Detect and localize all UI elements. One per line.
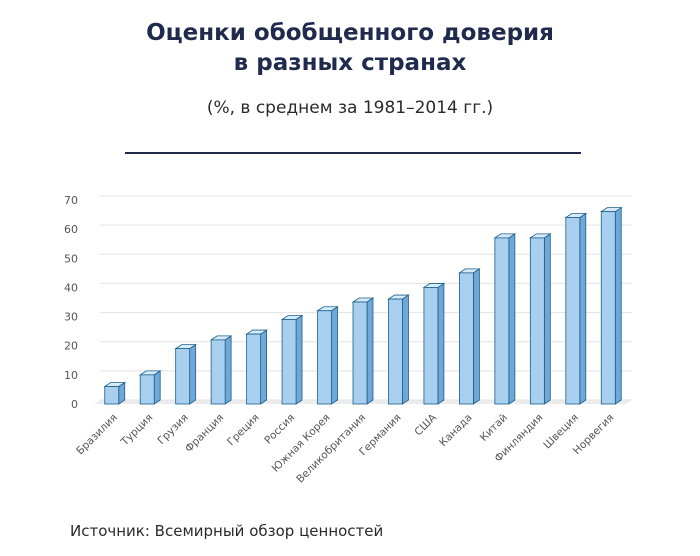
bar	[209, 335, 233, 405]
y-tick-label: 50	[64, 252, 78, 265]
bar-front	[281, 319, 297, 405]
title-divider	[125, 152, 581, 154]
y-tick-label: 70	[64, 194, 78, 207]
bar	[422, 282, 446, 405]
x-tick-label: Бразилия	[74, 412, 120, 458]
x-tick-label: Франция	[183, 412, 226, 455]
bar-front	[139, 374, 155, 405]
bar-side	[402, 294, 409, 405]
bar	[387, 294, 410, 405]
bar-side	[331, 305, 338, 405]
bar-side	[295, 314, 303, 405]
x-tick-label: Турция	[118, 412, 155, 449]
bar	[316, 305, 339, 405]
bar	[493, 233, 517, 405]
bar-front	[388, 298, 403, 405]
bar-side	[224, 335, 232, 405]
bar	[103, 381, 127, 405]
bar	[458, 268, 481, 405]
bar-front	[352, 301, 368, 405]
bar-side	[543, 233, 551, 405]
x-tick-label: Китай	[478, 412, 510, 444]
chart-title: Оценки обобщенного доверия в разных стра…	[0, 18, 700, 78]
source-note: Источник: Всемирный обзор ценностей	[70, 522, 384, 540]
bar-side	[153, 370, 161, 405]
bar	[599, 206, 623, 405]
y-tick-label: 60	[64, 223, 78, 236]
bar-front	[317, 310, 332, 405]
bar-side	[260, 329, 268, 405]
x-tick-label: США	[412, 411, 439, 438]
bar-front	[458, 272, 474, 405]
chart-title-line-2: в разных странах	[233, 50, 467, 76]
bar-front	[210, 339, 226, 405]
bar-front	[423, 287, 439, 405]
y-tick-label: 30	[64, 311, 78, 324]
bar	[351, 297, 375, 405]
bar-front	[104, 386, 120, 405]
bar	[138, 370, 162, 405]
chart-title-line-1: Оценки обобщенного доверия	[146, 20, 554, 46]
x-tick-label: Грузия	[155, 412, 190, 447]
bar-side	[437, 282, 445, 405]
bar-front	[246, 333, 262, 405]
bar-front	[600, 211, 616, 405]
bar	[245, 329, 268, 405]
bar	[564, 212, 588, 405]
y-tick-label: 20	[64, 340, 78, 353]
y-tick-label: 10	[64, 369, 78, 382]
x-tick-label: Греция	[225, 412, 262, 449]
bar-front	[494, 237, 510, 405]
bar	[280, 314, 304, 405]
bar-side	[472, 268, 480, 405]
chart-subtitle: (%, в среднем за 1981–2014 гг.)	[206, 98, 494, 118]
x-tick-label: Россия	[262, 412, 297, 447]
bar-side	[579, 212, 587, 405]
bar	[529, 233, 552, 405]
x-tick-label: Канада	[437, 412, 474, 449]
y-tick-label: 0	[71, 398, 78, 411]
y-tick-label: 40	[64, 281, 78, 294]
bar	[174, 343, 197, 405]
bar-side	[366, 297, 374, 405]
bar-side	[189, 343, 197, 405]
bar-side	[508, 233, 516, 405]
bar-front	[565, 217, 581, 405]
bar-front	[529, 237, 545, 405]
bar-side	[614, 206, 622, 405]
bar-front	[175, 348, 191, 405]
